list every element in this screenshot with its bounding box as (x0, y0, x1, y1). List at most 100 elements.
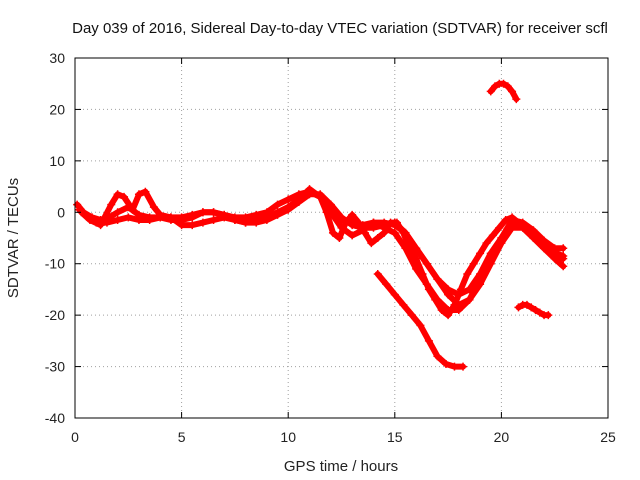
x-tick-label: 25 (600, 429, 616, 445)
data-point (209, 208, 218, 217)
series-track-6 (486, 79, 521, 104)
data-point (188, 210, 197, 219)
data-point (520, 223, 529, 232)
data-point (209, 216, 218, 224)
axis-ticks (74, 57, 609, 419)
data-point (107, 200, 116, 209)
data-point (198, 218, 207, 227)
data-point (422, 259, 431, 268)
data-point (322, 208, 331, 217)
data-point (360, 228, 369, 237)
data-point (177, 221, 186, 230)
x-axis-title: GPS time / hours (284, 458, 398, 475)
x-tick-label: 20 (494, 429, 510, 445)
data-point (177, 213, 186, 222)
y-tick-label: 0 (57, 204, 65, 220)
data-point (535, 308, 544, 317)
data-point (390, 290, 399, 299)
data-point (85, 216, 94, 224)
data-point (501, 216, 510, 224)
data-point (305, 185, 314, 194)
plot-frame (74, 57, 609, 419)
y-tick-label: -40 (45, 410, 65, 426)
data-point (348, 210, 357, 219)
data-point (392, 218, 401, 227)
data-point (424, 285, 433, 294)
data-point (145, 216, 154, 224)
data-point (552, 249, 561, 258)
data-point (476, 249, 485, 258)
series-band (317, 193, 567, 319)
series-track-5 (373, 270, 468, 371)
x-tick-label: 0 (71, 429, 79, 445)
data-point (424, 336, 433, 345)
data-point (444, 290, 453, 299)
data-point (341, 218, 350, 227)
y-tick-label: -10 (45, 256, 65, 272)
data-point (531, 306, 540, 314)
data-point (96, 221, 105, 230)
data-point (328, 228, 337, 237)
data-point (348, 221, 357, 230)
data-point (399, 300, 408, 309)
data-point (113, 190, 122, 199)
data-point (416, 321, 425, 330)
data-point (431, 295, 440, 304)
data-point (335, 234, 344, 242)
data-point (418, 270, 427, 278)
data-point (284, 203, 293, 212)
data-point (188, 221, 197, 230)
x-tick-label: 5 (178, 429, 186, 445)
data-point (450, 300, 459, 309)
data-point (134, 216, 143, 224)
data-point (544, 311, 553, 320)
data-point (533, 234, 542, 242)
data-point (465, 295, 474, 304)
data-point (230, 216, 239, 224)
series-track-7 (514, 300, 553, 320)
data-point (499, 79, 508, 88)
data-point (134, 190, 143, 199)
data-point (113, 216, 122, 224)
data-point (156, 210, 165, 219)
y-tick-label: 10 (49, 153, 65, 169)
data-point (284, 195, 293, 204)
data-point (491, 82, 500, 91)
series-track-4 (316, 192, 568, 320)
data-point (149, 203, 158, 212)
data-point (463, 270, 472, 278)
data-point (354, 218, 363, 227)
data-point (241, 218, 250, 227)
data-point (128, 205, 137, 214)
y-tick-label: -20 (45, 307, 65, 323)
data-point (73, 200, 82, 209)
data-point (514, 303, 523, 312)
data-point (540, 239, 549, 248)
data-point (559, 244, 568, 253)
data-point (433, 275, 442, 284)
data-point (120, 192, 129, 201)
data-point (407, 311, 416, 320)
data-point (316, 192, 325, 201)
data-point (433, 352, 442, 361)
data-point (559, 252, 568, 260)
data-point (456, 285, 465, 294)
data-point (337, 213, 346, 222)
data-point (382, 280, 391, 289)
data-point (373, 270, 382, 278)
data-point (512, 95, 521, 104)
y-tick-label: -30 (45, 359, 65, 375)
data-point (495, 223, 504, 232)
data-point (482, 239, 491, 248)
data-point (252, 216, 261, 224)
data-point (486, 254, 495, 263)
data-point (380, 228, 389, 237)
y-tick-label: 30 (49, 50, 65, 66)
x-tick-label: 10 (280, 429, 296, 445)
data-point (367, 239, 376, 248)
data-point (550, 254, 559, 263)
data-point (412, 254, 421, 263)
x-tick-labels: 0 5 10 15 20 25 (71, 429, 616, 445)
data-point (476, 275, 485, 284)
